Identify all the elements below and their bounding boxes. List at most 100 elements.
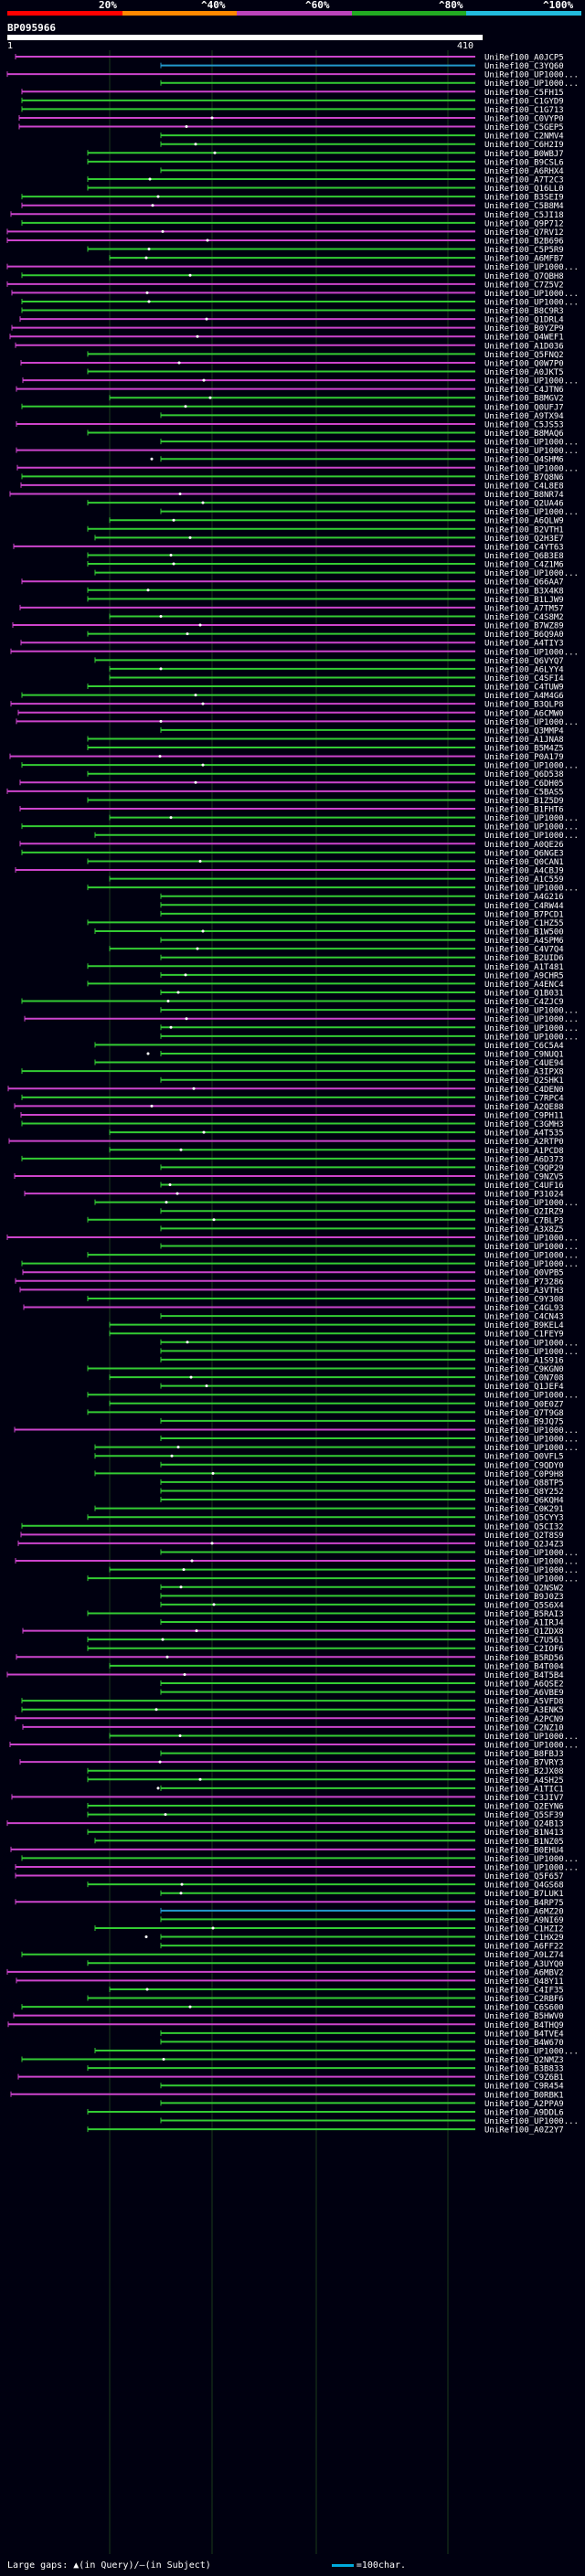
hit-label[interactable]: UniRef100_A0JCP5 <box>484 54 564 63</box>
hit-label[interactable]: UniRef100_C1HZI2 <box>484 1924 564 1934</box>
hit-label[interactable]: UniRef100_C4V7Q4 <box>484 946 564 955</box>
hit-label[interactable]: UniRef100_UP1000... <box>484 1348 579 1357</box>
hit-label[interactable]: UniRef100_Q88TP5 <box>484 1479 564 1488</box>
hit-label[interactable]: UniRef100_Q7T9G8 <box>484 1409 564 1418</box>
hit-label[interactable]: UniRef100_A2PPA9 <box>484 2100 564 2109</box>
hit-label[interactable]: UniRef100_UP1000... <box>484 71 579 80</box>
hit-label[interactable]: UniRef100_Q0CAN1 <box>484 858 564 867</box>
hit-label[interactable]: UniRef100_UP1000... <box>484 569 579 578</box>
hit-label[interactable]: UniRef100_C5BAS5 <box>484 788 564 797</box>
hit-label[interactable]: UniRef100_UP1000... <box>484 464 579 473</box>
hit-label[interactable]: UniRef100_A0QE26 <box>484 841 564 850</box>
hit-label[interactable]: UniRef100_B3X4K8 <box>484 587 564 596</box>
hit-label[interactable]: UniRef100_A9CHR5 <box>484 971 564 981</box>
hit-label[interactable]: UniRef100_Q8Y252 <box>484 1488 564 1497</box>
hit-label[interactable]: UniRef100_UP1000... <box>484 1863 579 1872</box>
hit-label[interactable]: UniRef100_C7RPC4 <box>484 1094 564 1103</box>
hit-label[interactable]: UniRef100_B5HWV0 <box>484 2012 564 2021</box>
hit-label[interactable]: UniRef100_UP1000... <box>484 1742 579 1751</box>
hit-label[interactable]: UniRef100_P73286 <box>484 1277 564 1287</box>
hit-label[interactable]: UniRef100_A0Z2Y7 <box>484 2126 564 2136</box>
hit-label[interactable]: UniRef100_A9DDL6 <box>484 2108 564 2117</box>
hit-label[interactable]: UniRef100_B1N413 <box>484 1829 564 1838</box>
hit-label[interactable]: UniRef100_B4TVE4 <box>484 2030 564 2039</box>
hit-label[interactable]: UniRef100_C9NUQ1 <box>484 1050 564 1059</box>
hit-label[interactable]: UniRef100_C6DH05 <box>484 779 564 789</box>
hit-label[interactable]: UniRef100_C1G713 <box>484 106 564 115</box>
hit-label[interactable]: UniRef100_UP1000... <box>484 263 579 272</box>
hit-label[interactable]: UniRef100_Q6D538 <box>484 770 564 779</box>
hit-label[interactable]: UniRef100_B7Q8N6 <box>484 473 564 482</box>
hit-label[interactable]: UniRef100_Q0W7P0 <box>484 359 564 368</box>
hit-label[interactable]: UniRef100_C9Y308 <box>484 1295 564 1304</box>
hit-label[interactable]: UniRef100_C5JI18 <box>484 211 564 220</box>
hit-label[interactable]: UniRef100_Q5CYY3 <box>484 1514 564 1523</box>
hit-label[interactable]: UniRef100_UP1000... <box>484 1855 579 1864</box>
hit-label[interactable]: UniRef100_UP1000... <box>484 1549 579 1558</box>
hit-label[interactable]: UniRef100_B3SEI9 <box>484 194 564 203</box>
hit-label[interactable]: UniRef100_Q0VFL5 <box>484 1453 564 1462</box>
hit-label[interactable]: UniRef100_C4L8E8 <box>484 482 564 491</box>
hit-label[interactable]: UniRef100_C3JIV7 <box>484 1794 564 1803</box>
hit-label[interactable]: UniRef100_C5B8M4 <box>484 202 564 211</box>
hit-label[interactable]: UniRef100_C1HX29 <box>484 1934 564 1943</box>
hit-label[interactable]: UniRef100_C9PH11 <box>484 1111 564 1120</box>
hit-label[interactable]: UniRef100_Q6NGE3 <box>484 849 564 858</box>
hit-label[interactable]: UniRef100_C5P5R9 <box>484 246 564 255</box>
hit-label[interactable]: UniRef100_A4M4G6 <box>484 692 564 701</box>
hit-label[interactable]: UniRef100_B4T5B4 <box>484 1671 564 1680</box>
hit-label[interactable]: UniRef100_Q7QBH8 <box>484 272 564 281</box>
hit-label[interactable]: UniRef100_Q3MMP4 <box>484 726 564 736</box>
hit-label[interactable]: UniRef100_C4RW44 <box>484 902 564 911</box>
hit-label[interactable]: UniRef100_UP1000... <box>484 1444 579 1453</box>
hit-label[interactable]: UniRef100_C4SFI4 <box>484 674 564 684</box>
hit-label[interactable]: UniRef100_B0RBK1 <box>484 2091 564 2100</box>
hit-label[interactable]: UniRef100_C4UE94 <box>484 1059 564 1068</box>
hit-label[interactable]: UniRef100_A6LYY4 <box>484 665 564 674</box>
hit-label[interactable]: UniRef100_B5M4Z5 <box>484 745 564 754</box>
hit-label[interactable]: UniRef100_B8MAQ6 <box>484 429 564 439</box>
hit-label[interactable]: UniRef100_A2QE88 <box>484 1103 564 1112</box>
hit-label[interactable]: UniRef100_A2PCN9 <box>484 1715 564 1724</box>
hit-label[interactable]: UniRef100_A1T481 <box>484 963 564 972</box>
hit-label[interactable]: UniRef100_A1JNA8 <box>484 736 564 745</box>
hit-label[interactable]: UniRef100_UP1000... <box>484 1260 579 1269</box>
hit-label[interactable]: UniRef100_A9NI69 <box>484 1916 564 1925</box>
hit-label[interactable]: UniRef100_A6MBV2 <box>484 1968 564 1977</box>
hit-label[interactable]: UniRef100_UP1000... <box>484 885 579 894</box>
hit-label[interactable]: UniRef100_C9QDY0 <box>484 1461 564 1470</box>
hit-label[interactable]: UniRef100_UP1000... <box>484 1436 579 1445</box>
hit-label[interactable]: UniRef100_UP1000... <box>484 1243 579 1252</box>
hit-label[interactable]: UniRef100_Q4SHM6 <box>484 456 564 465</box>
hit-label[interactable]: UniRef100_C3GMH3 <box>484 1120 564 1129</box>
hit-label[interactable]: UniRef100_C6C5A4 <box>484 1042 564 1051</box>
hit-label[interactable]: UniRef100_A6QLW9 <box>484 517 564 526</box>
hit-label[interactable]: UniRef100_UP1000... <box>484 1733 579 1742</box>
hit-label[interactable]: UniRef100_A4TIY3 <box>484 640 564 649</box>
hit-label[interactable]: UniRef100_P31024 <box>484 1191 564 1200</box>
hit-label[interactable]: UniRef100_C2RBF6 <box>484 1995 564 2004</box>
hit-label[interactable]: UniRef100_A1C559 <box>484 875 564 885</box>
hit-label[interactable]: UniRef100_Q2SHK1 <box>484 1076 564 1086</box>
hit-label[interactable]: UniRef100_B1NZ05 <box>484 1838 564 1847</box>
hit-label[interactable]: UniRef100_C9QP29 <box>484 1164 564 1173</box>
hit-label[interactable]: UniRef100_Q2H3E7 <box>484 535 564 544</box>
hit-label[interactable]: UniRef100_B2VTH1 <box>484 525 564 535</box>
hit-label[interactable]: UniRef100_B2B696 <box>484 237 564 246</box>
hit-label[interactable]: UniRef100_Q0E0Z7 <box>484 1400 564 1409</box>
hit-label[interactable]: UniRef100_C1GYD9 <box>484 97 564 106</box>
hit-label[interactable]: UniRef100_B8C9R3 <box>484 307 564 316</box>
hit-label[interactable]: UniRef100_B1Z5D9 <box>484 797 564 806</box>
hit-label[interactable]: UniRef100_UP1000... <box>484 648 579 657</box>
hit-label[interactable]: UniRef100_UP1000... <box>484 508 579 517</box>
hit-label[interactable]: UniRef100_C2NZ10 <box>484 1723 564 1733</box>
hit-label[interactable]: UniRef100_A6RHX4 <box>484 167 564 176</box>
hit-label[interactable]: UniRef100_C4ZJC9 <box>484 998 564 1007</box>
hit-label[interactable]: UniRef100_Q2T8S9 <box>484 1532 564 1541</box>
hit-label[interactable]: UniRef100_C9NZV5 <box>484 1172 564 1182</box>
hit-label[interactable]: UniRef100_UP1000... <box>484 814 579 823</box>
hit-label[interactable]: UniRef100_B1W500 <box>484 928 564 938</box>
hit-label[interactable]: UniRef100_C2IOF6 <box>484 1645 564 1654</box>
hit-label[interactable]: UniRef100_B7VRY3 <box>484 1759 564 1768</box>
hit-label[interactable]: UniRef100_A6CMW0 <box>484 709 564 718</box>
